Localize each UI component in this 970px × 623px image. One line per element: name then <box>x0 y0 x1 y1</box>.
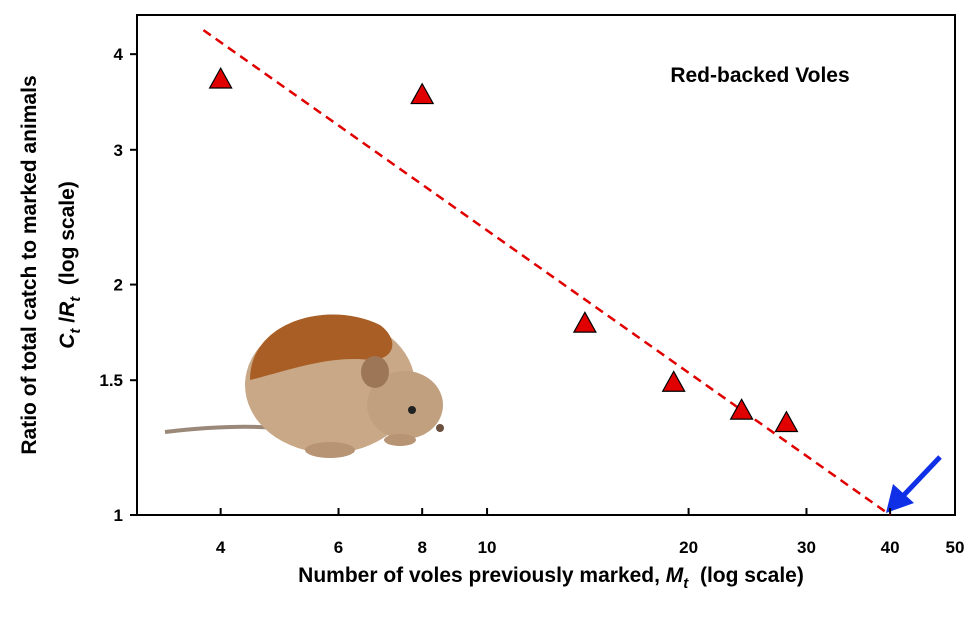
y-label-subscript: t <box>67 296 84 302</box>
y-axis-label: Ratio of total catch to marked animals C… <box>18 75 84 454</box>
y-tick-label: 3 <box>114 141 123 160</box>
x-tick-label: 20 <box>679 538 698 557</box>
y-label-suffix: (log scale) <box>56 181 79 297</box>
x-tick-label: 10 <box>478 538 497 557</box>
x-label-symbol: M <box>666 564 684 587</box>
y-label-slash: / <box>56 317 79 329</box>
x-label-subscript: t <box>683 575 689 592</box>
x-tick-label: 4 <box>216 538 226 557</box>
plot-frame <box>136 14 956 516</box>
data-point <box>410 82 435 105</box>
data-point <box>572 311 597 333</box>
y-label-line1: Ratio of total catch to marked animals <box>18 75 41 454</box>
y-label-line2: Ct /Rt (log scale) <box>56 181 84 349</box>
x-axis-label: Number of voles previously marked, Mt (l… <box>298 564 804 592</box>
data-point <box>208 66 233 89</box>
x-tick-label: 30 <box>797 538 816 557</box>
vole-illustration <box>164 314 444 458</box>
x-label-suffix: (log scale) <box>688 564 804 587</box>
x-tick-label: 6 <box>334 538 343 557</box>
x-label-text: Number of voles previously marked, <box>298 564 666 587</box>
x-tick-label: 8 <box>417 538 426 557</box>
data-point <box>774 410 799 433</box>
data-point <box>661 370 686 392</box>
fit-line <box>202 29 891 517</box>
y-tick-label: 1.5 <box>99 371 123 390</box>
y-tick-label: 4 <box>114 45 124 64</box>
y-label-subscript: t <box>67 328 84 334</box>
x-tick-label: 40 <box>881 538 900 557</box>
y-tick-label: 2 <box>114 276 123 295</box>
pointer-arrow <box>886 455 942 513</box>
data-point <box>729 398 754 420</box>
y-label-symbol: R <box>56 301 79 317</box>
annotation: Red-backed Voles <box>670 64 849 87</box>
y-tick-label: 1 <box>114 506 123 525</box>
y-label-symbol: C <box>56 333 79 349</box>
x-tick-label: 50 <box>946 538 965 557</box>
